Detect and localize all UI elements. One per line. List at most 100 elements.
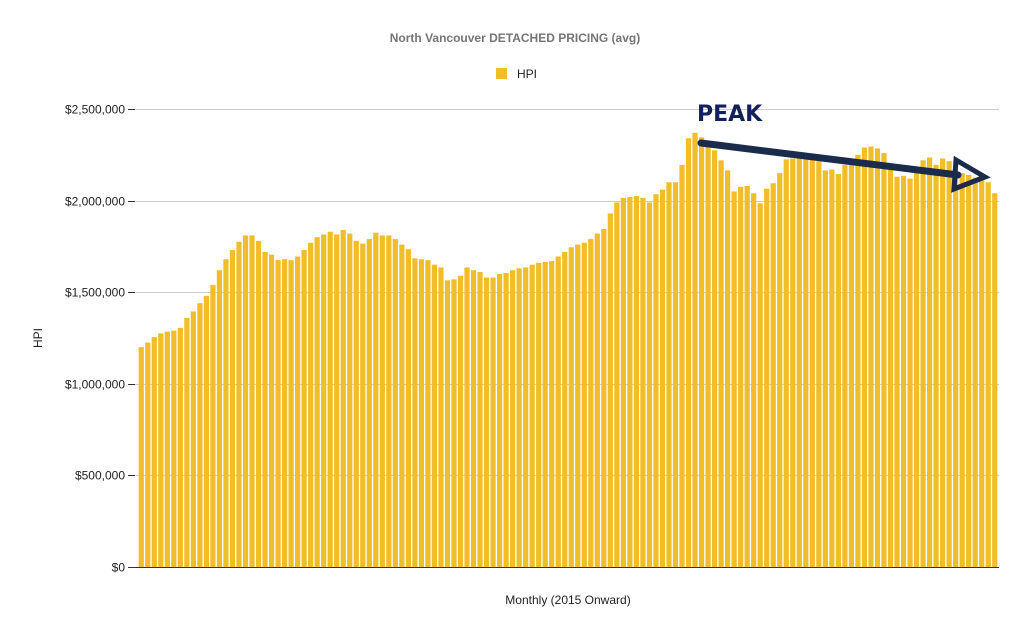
bar bbox=[464, 267, 470, 567]
bar bbox=[848, 159, 855, 567]
x-axis-title: Monthly (2015 Onward) bbox=[505, 593, 630, 607]
bar bbox=[373, 232, 379, 567]
legend-label-hpi: HPI bbox=[517, 67, 537, 81]
bar bbox=[308, 242, 314, 568]
bar bbox=[581, 242, 587, 568]
bar bbox=[881, 152, 887, 567]
bar bbox=[738, 186, 744, 568]
bar bbox=[418, 259, 425, 567]
bar bbox=[666, 182, 672, 567]
bar bbox=[907, 178, 913, 567]
bars bbox=[138, 132, 998, 568]
bar bbox=[940, 158, 946, 567]
bar bbox=[281, 259, 288, 567]
bar bbox=[946, 161, 952, 567]
bar bbox=[523, 267, 529, 567]
bar bbox=[177, 327, 183, 567]
bar bbox=[966, 174, 972, 567]
bar bbox=[249, 235, 255, 567]
bar bbox=[926, 157, 933, 568]
bar bbox=[894, 176, 900, 567]
bar bbox=[549, 261, 555, 567]
bar bbox=[790, 158, 796, 567]
bar bbox=[803, 157, 809, 568]
bar bbox=[685, 138, 692, 567]
bar bbox=[295, 256, 301, 567]
bar bbox=[868, 146, 874, 567]
chart-title: North Vancouver DETACHED PRICING (avg) bbox=[390, 31, 640, 45]
bar bbox=[496, 273, 503, 567]
bar bbox=[764, 188, 770, 567]
bar bbox=[236, 241, 242, 567]
bar bbox=[562, 251, 568, 567]
bar bbox=[640, 197, 646, 567]
bar bbox=[510, 270, 516, 567]
bar bbox=[835, 174, 841, 568]
bar bbox=[399, 244, 405, 567]
bar bbox=[992, 193, 998, 567]
bar bbox=[516, 268, 522, 567]
bar bbox=[920, 160, 926, 568]
bar bbox=[438, 267, 444, 567]
bar bbox=[796, 156, 802, 567]
bar bbox=[698, 137, 705, 567]
bar bbox=[340, 229, 346, 567]
bar bbox=[184, 317, 190, 567]
bar bbox=[288, 260, 294, 567]
bar bbox=[757, 203, 763, 567]
bar bbox=[751, 193, 757, 567]
bar bbox=[229, 250, 236, 567]
bar bbox=[457, 275, 464, 567]
bar bbox=[900, 175, 907, 567]
bar bbox=[620, 197, 626, 567]
y-tick-labels: $0 $500,000 $1,000,000 $1,500,000 $2,000,000… bbox=[65, 103, 135, 575]
bar bbox=[353, 240, 359, 567]
bar bbox=[777, 173, 783, 567]
bar bbox=[164, 331, 170, 567]
bar bbox=[327, 231, 333, 568]
bar bbox=[451, 279, 457, 567]
bar bbox=[887, 166, 894, 567]
bar bbox=[171, 330, 177, 567]
y-tick-label: $500,000 bbox=[75, 469, 125, 483]
bar bbox=[679, 164, 685, 567]
bar bbox=[490, 277, 496, 567]
bar bbox=[979, 180, 985, 567]
bar bbox=[555, 256, 561, 567]
bar bbox=[770, 183, 776, 567]
bar bbox=[158, 333, 164, 567]
bar bbox=[347, 233, 353, 567]
y-tick-label: $0 bbox=[112, 561, 126, 575]
bar bbox=[360, 243, 366, 567]
bar bbox=[268, 254, 275, 567]
bar bbox=[483, 277, 490, 567]
bar bbox=[190, 311, 196, 567]
bar bbox=[744, 185, 750, 567]
bar bbox=[614, 202, 620, 567]
bar bbox=[672, 182, 679, 567]
bar bbox=[575, 244, 581, 567]
bar bbox=[431, 264, 438, 567]
bar bbox=[653, 194, 659, 567]
bar bbox=[477, 272, 483, 567]
bar bbox=[692, 132, 698, 567]
bar bbox=[138, 347, 144, 567]
bar bbox=[731, 191, 737, 567]
bar bbox=[301, 250, 307, 567]
bar bbox=[151, 337, 157, 567]
bar bbox=[255, 240, 262, 567]
bar bbox=[985, 182, 991, 567]
bar bbox=[933, 164, 939, 567]
bar bbox=[203, 295, 210, 567]
bar bbox=[379, 235, 385, 567]
y-tick-label: $1,000,000 bbox=[65, 378, 125, 392]
bar bbox=[913, 166, 920, 567]
bar bbox=[444, 280, 451, 567]
bar bbox=[725, 170, 731, 567]
bar bbox=[816, 161, 822, 567]
bar bbox=[627, 196, 633, 567]
bar bbox=[216, 270, 223, 567]
bar bbox=[855, 154, 861, 568]
bar bbox=[223, 259, 229, 567]
bar bbox=[210, 284, 216, 567]
